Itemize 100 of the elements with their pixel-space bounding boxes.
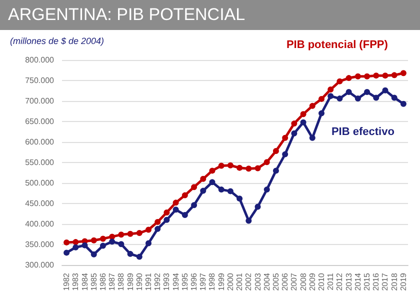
- point: [136, 254, 142, 260]
- x-tick-label: 1992: [153, 272, 162, 291]
- chart-title: ARGENTINA: PIB POTENCIAL: [8, 5, 246, 25]
- x-tick-label: 2006: [280, 272, 290, 291]
- point: [291, 120, 298, 127]
- point: [72, 244, 79, 250]
- x-tick-label: 1982: [62, 272, 72, 291]
- x-tick-label: 2011: [326, 272, 336, 290]
- point: [318, 110, 324, 116]
- x-tick-label: 2003: [253, 272, 262, 291]
- point: [64, 239, 70, 246]
- point: [318, 96, 324, 102]
- x-tick-label: 2005: [271, 272, 280, 291]
- y-tick-label: 600.000: [25, 138, 55, 146]
- y-tick-label: 400.000: [25, 220, 55, 228]
- series-label: PIB potencial (FPP): [286, 39, 388, 52]
- point: [118, 241, 124, 248]
- point: [209, 179, 216, 186]
- x-tick-label: 2016: [372, 272, 381, 291]
- y-tick-label: 800.000: [25, 56, 55, 64]
- x-tick-label: 2017: [380, 272, 390, 291]
- x-tick-label: 2019: [398, 272, 408, 291]
- point: [382, 72, 388, 79]
- point: [209, 168, 216, 174]
- x-tick-label: 2018: [390, 272, 399, 291]
- x-tick-label: 2008: [298, 272, 308, 291]
- x-tick-label: 1984: [80, 272, 90, 291]
- point: [90, 251, 97, 258]
- point: [236, 164, 243, 171]
- x-tick-label: 2010: [317, 272, 326, 291]
- point: [354, 73, 361, 80]
- x-tick-label: 1994: [171, 272, 180, 291]
- point: [309, 134, 316, 141]
- y-tick-label: 650.000: [25, 117, 55, 126]
- point: [291, 130, 298, 136]
- point: [64, 250, 70, 256]
- point: [100, 236, 106, 242]
- x-tick-label: 2009: [308, 272, 317, 291]
- point: [227, 162, 234, 168]
- y-tick-label: 700.000: [25, 96, 55, 106]
- point: [354, 96, 361, 102]
- point: [182, 212, 188, 218]
- y-tick-label: 300.000: [25, 260, 55, 270]
- y-tick-label: 500.000: [25, 178, 55, 188]
- y-axis-title: (millones de $ de 2004): [10, 36, 104, 46]
- x-tick-label: 2015: [362, 272, 372, 291]
- point: [373, 94, 380, 101]
- point: [127, 230, 134, 237]
- x-tick-label: 1989: [126, 272, 135, 291]
- point: [182, 192, 188, 198]
- point: [227, 188, 234, 194]
- point: [118, 232, 124, 238]
- point: [328, 93, 334, 100]
- point: [172, 200, 179, 206]
- point: [127, 250, 134, 257]
- point: [218, 186, 224, 193]
- x-tick-label: 1997: [198, 272, 208, 291]
- point: [264, 186, 270, 193]
- point: [90, 237, 97, 244]
- point: [309, 102, 316, 109]
- point: [191, 202, 198, 208]
- point: [200, 188, 206, 194]
- point: [136, 230, 142, 236]
- point: [364, 88, 370, 95]
- point: [364, 73, 370, 80]
- x-tick-label: 1996: [190, 272, 199, 291]
- point: [336, 96, 343, 102]
- y-tick-label: 750.000: [25, 76, 55, 85]
- x-tick-label: 2007: [290, 272, 299, 291]
- x-tick-label: 2012: [335, 272, 344, 291]
- point: [373, 72, 380, 79]
- x-tick-label: 1987: [108, 272, 117, 291]
- point: [146, 240, 152, 246]
- point: [200, 176, 206, 182]
- x-tick-label: 2001: [235, 272, 244, 291]
- x-tick-label: 2000: [226, 272, 235, 291]
- point: [400, 100, 406, 107]
- point: [328, 86, 334, 93]
- point: [336, 78, 343, 84]
- point: [246, 166, 252, 172]
- x-tick-label: 1985: [89, 272, 98, 291]
- point: [346, 75, 352, 82]
- point: [164, 216, 170, 223]
- point: [246, 218, 252, 224]
- point: [191, 184, 198, 190]
- point: [254, 165, 261, 172]
- y-tick-label: 450.000: [25, 199, 55, 208]
- x-tick-label: 1983: [71, 272, 80, 291]
- point: [254, 204, 261, 210]
- x-tick-label: 1991: [144, 272, 153, 291]
- point: [391, 94, 398, 101]
- x-tick-label: 1999: [216, 272, 226, 291]
- point: [282, 151, 288, 158]
- point: [72, 239, 79, 246]
- point: [300, 111, 306, 118]
- point: [272, 168, 279, 174]
- x-tick-label: 2002: [244, 272, 254, 291]
- point: [164, 210, 170, 216]
- x-tick-label: 1995: [180, 272, 190, 291]
- point: [82, 242, 88, 248]
